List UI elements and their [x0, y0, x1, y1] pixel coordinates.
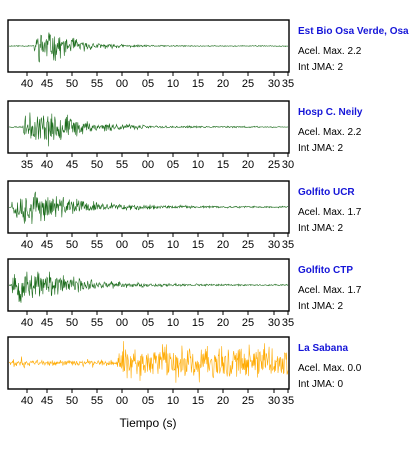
x-tick-label: 35: [282, 395, 294, 407]
x-tick-label: 55: [91, 78, 103, 90]
x-tick-label: 35: [282, 239, 294, 251]
x-tick-label: 40: [21, 395, 33, 407]
waveform-trace: [8, 341, 289, 383]
x-tick-label: 00: [142, 159, 154, 171]
x-tick-label: 55: [91, 317, 103, 329]
x-tick-label: 40: [21, 239, 33, 251]
x-tick-label: 10: [167, 78, 179, 90]
x-tick-label: 00: [116, 395, 128, 407]
x-tick-label: 45: [66, 159, 78, 171]
x-tick-label: 20: [242, 159, 254, 171]
panel-1: 40 45 50 55 00 05 10 15 20 25 30 35 Est Bio Osa Verd…: [7, 19, 409, 90]
max-acceleration-label: Acel. Max. 1.7: [298, 285, 362, 296]
x-tick-label: 05: [142, 317, 154, 329]
jma-intensity-label: Int JMA: 0: [298, 379, 343, 390]
x-tick-label: 50: [66, 395, 78, 407]
x-tick-label: 00: [116, 78, 128, 90]
max-acceleration-label: Acel. Max. 2.2: [298, 46, 362, 57]
x-tick-label: 20: [217, 395, 229, 407]
x-tick-label: 10: [167, 395, 179, 407]
max-acceleration-label: Acel. Max. 1.7: [298, 207, 362, 218]
x-tick-label: 15: [192, 317, 204, 329]
x-tick-label: 50: [91, 159, 103, 171]
panel-5: 40 45 50 55 00 05 10 15 20 25 30 35 La Sabana Acel. M…: [7, 336, 362, 407]
x-tick-label: 25: [242, 395, 254, 407]
x-tick-label: 45: [41, 317, 53, 329]
x-tick-label: 30: [268, 78, 280, 90]
x-tick-label: 50: [66, 317, 78, 329]
x-tick-label: 40: [21, 78, 33, 90]
x-tick-label: 25: [268, 159, 280, 171]
max-acceleration-label: Acel. Max. 2.2: [298, 127, 362, 138]
x-tick-label: 40: [21, 317, 33, 329]
panel-3: 40 45 50 55 00 05 10 15 20 25 30 35 Golfito UCR Acel.…: [7, 180, 362, 251]
x-tick-label: 10: [167, 317, 179, 329]
x-tick-label: 00: [116, 317, 128, 329]
x-tick-label: 10: [167, 239, 179, 251]
x-tick-label: 05: [142, 395, 154, 407]
waveform-trace: [8, 32, 288, 63]
x-tick-label: 50: [66, 78, 78, 90]
x-tick-label: 25: [242, 78, 254, 90]
x-tick-label: 55: [91, 395, 103, 407]
station-name: Golfito UCR: [298, 187, 355, 198]
x-tick-label: 20: [217, 78, 229, 90]
panel-4: 40 45 50 55 00 05 10 15 20 25 30 35 Golfito CTP Acel.…: [7, 258, 362, 329]
station-name: Hosp C. Neily: [298, 107, 363, 118]
x-tick-label: 25: [242, 239, 254, 251]
x-tick-label: 15: [192, 78, 204, 90]
panel-frame: [7, 100, 290, 154]
waveform-trace: [8, 112, 288, 147]
jma-intensity-label: Int JMA: 2: [298, 62, 343, 73]
x-tick-label: 05: [167, 159, 179, 171]
x-tick-label: 45: [41, 239, 53, 251]
waveform-trace: [8, 191, 289, 225]
station-name: Est Bio Osa Verde, Osa: [298, 26, 409, 37]
x-axis-title: Tiempo (s): [120, 416, 177, 430]
x-tick-label: 30: [268, 239, 280, 251]
x-tick-label: 30: [268, 317, 280, 329]
station-name: La Sabana: [298, 343, 348, 354]
x-tick-label: 35: [282, 78, 294, 90]
x-tick-label: 45: [41, 395, 53, 407]
x-tick-label: 55: [91, 239, 103, 251]
x-tick-label: 15: [192, 239, 204, 251]
x-tick-label: 30: [268, 395, 280, 407]
jma-intensity-label: Int JMA: 2: [298, 223, 343, 234]
x-tick-label: 25: [242, 317, 254, 329]
x-tick-label: 10: [192, 159, 204, 171]
jma-intensity-label: Int JMA: 2: [298, 301, 343, 312]
x-tick-label: 20: [217, 239, 229, 251]
station-name: Golfito CTP: [298, 265, 353, 276]
x-tick-label: 05: [142, 239, 154, 251]
x-tick-label: 05: [142, 78, 154, 90]
x-tick-label: 45: [41, 78, 53, 90]
x-tick-label: 35: [282, 317, 294, 329]
x-tick-label: 15: [192, 395, 204, 407]
x-tick-label: 15: [217, 159, 229, 171]
x-tick-label: 35: [21, 159, 33, 171]
x-tick-label: 50: [66, 239, 78, 251]
waveform-trace: [9, 271, 289, 303]
x-tick-label: 55: [116, 159, 128, 171]
x-tick-label: 40: [41, 159, 53, 171]
jma-intensity-label: Int JMA: 2: [298, 143, 343, 154]
panel-2: 35 40 45 50 55 00 05 10 15 20 25 30 Hosp C. Neily Ace…: [7, 100, 363, 171]
x-tick-label: 00: [116, 239, 128, 251]
max-acceleration-label: Acel. Max. 0.0: [298, 363, 362, 374]
x-tick-label: 30: [282, 159, 294, 171]
x-tick-label: 20: [217, 317, 229, 329]
